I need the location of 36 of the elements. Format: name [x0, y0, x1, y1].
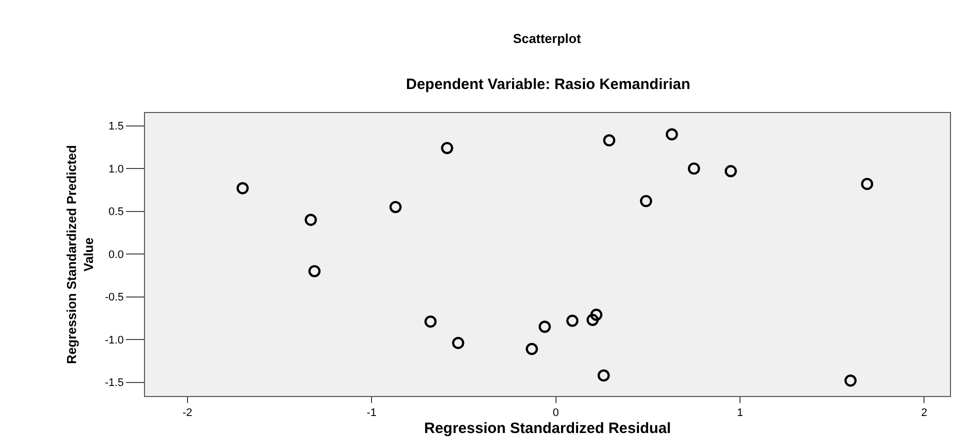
point [441, 142, 454, 154]
x-tick-label: 2 [921, 407, 928, 420]
point [586, 314, 599, 326]
point [590, 308, 602, 321]
point [389, 200, 402, 214]
chart-subtitle: Dependent Variable: Rasio Kemandirian [406, 76, 690, 93]
chart-title: Scatterplot [513, 31, 582, 46]
point [308, 265, 321, 278]
x-tick-label: 1 [736, 407, 744, 420]
point [724, 165, 737, 178]
y-tick-label: -0.5 [104, 292, 124, 304]
point [640, 194, 652, 208]
x-tick-label: 0 [552, 407, 559, 420]
point [688, 162, 700, 175]
x-tick-label: -1 [366, 407, 376, 420]
point [424, 316, 437, 328]
point [538, 320, 551, 333]
point [844, 374, 857, 387]
x-axis-title: Regression Standardized Residual [424, 420, 671, 438]
y-tick-label: 1.0 [108, 163, 124, 176]
point [526, 342, 538, 356]
point [304, 214, 317, 226]
y-axis-title: Regression Standardized Predicted Value [64, 145, 96, 364]
point [566, 314, 578, 327]
y-tick-label: 0.0 [108, 248, 124, 261]
point [452, 336, 464, 350]
point [603, 134, 616, 146]
y-tick-label: -1.5 [104, 377, 124, 390]
x-tick-label: -2 [182, 407, 192, 420]
y-tick-label: 0.5 [108, 206, 124, 218]
y-tick-label: -1.0 [104, 334, 124, 346]
y-tick-label: 1.5 [108, 120, 124, 133]
point [666, 128, 678, 140]
point [598, 369, 610, 382]
point [861, 178, 874, 190]
point [236, 182, 249, 194]
